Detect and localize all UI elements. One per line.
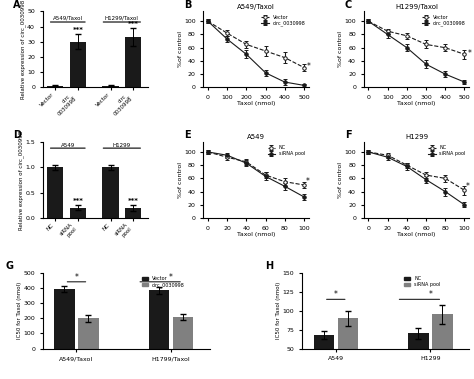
Legend: Vector, circ_0030998: Vector, circ_0030998 (421, 14, 467, 27)
Bar (314, 335, 334, 379)
Y-axis label: %of control: %of control (177, 162, 182, 198)
Text: F: F (345, 130, 351, 140)
X-axis label: Taxol (nmol): Taxol (nmol) (237, 232, 275, 237)
Text: H1299: H1299 (113, 143, 131, 147)
Legend: NC, siRNA pool: NC, siRNA pool (428, 144, 467, 157)
Bar (432, 315, 453, 379)
Text: H: H (265, 261, 273, 271)
Bar (173, 317, 193, 349)
Bar (70, 42, 86, 87)
Title: A549/Taxol: A549/Taxol (237, 3, 275, 9)
Bar (102, 168, 118, 218)
Y-axis label: %of control: %of control (338, 162, 343, 198)
Text: *: * (467, 49, 471, 58)
Bar (125, 208, 141, 218)
Bar (47, 168, 64, 218)
Text: A549/Taxol: A549/Taxol (53, 16, 83, 21)
Legend: NC, siRNA pool: NC, siRNA pool (403, 275, 441, 288)
Text: *: * (169, 273, 173, 282)
Text: ***: *** (73, 27, 83, 33)
Bar (337, 318, 358, 379)
Y-axis label: IC50 for Taxol (nmol): IC50 for Taxol (nmol) (276, 282, 281, 339)
Text: A549: A549 (61, 143, 75, 147)
Y-axis label: %of control: %of control (177, 31, 182, 67)
Text: *: * (305, 177, 309, 186)
Text: A: A (13, 0, 20, 9)
Text: ***: *** (128, 198, 138, 204)
Bar (102, 86, 118, 87)
Text: *: * (307, 62, 311, 71)
Bar (149, 290, 169, 349)
Bar (55, 290, 75, 349)
Text: C: C (345, 0, 352, 9)
X-axis label: Taxol (nmol): Taxol (nmol) (397, 101, 436, 106)
Y-axis label: IC50 for Taxol (nmol): IC50 for Taxol (nmol) (17, 282, 22, 339)
Text: ***: *** (73, 198, 83, 204)
Y-axis label: Relative expression of circ_0030998: Relative expression of circ_0030998 (18, 130, 24, 230)
Bar (70, 208, 86, 218)
Bar (78, 318, 99, 349)
Title: A549: A549 (247, 134, 265, 140)
Text: ***: *** (128, 21, 138, 27)
Legend: Vector, circ_0030998: Vector, circ_0030998 (141, 275, 185, 289)
Text: *: * (74, 273, 78, 282)
Text: B: B (184, 0, 191, 9)
Title: H1299: H1299 (405, 134, 428, 140)
Title: H1299/Taxol: H1299/Taxol (395, 3, 438, 9)
Bar (408, 334, 428, 379)
Legend: NC, siRNA pool: NC, siRNA pool (267, 144, 306, 157)
Text: *: * (466, 182, 470, 191)
Text: *: * (428, 290, 432, 299)
Text: *: * (334, 290, 338, 299)
Text: D: D (13, 130, 21, 140)
Y-axis label: %of control: %of control (338, 31, 343, 67)
Text: H1299/Taxol: H1299/Taxol (105, 16, 139, 21)
Bar (125, 37, 141, 87)
Bar (47, 86, 64, 87)
Text: E: E (184, 130, 191, 140)
Y-axis label: Relative expression of circ_0030998: Relative expression of circ_0030998 (20, 0, 26, 99)
Text: G: G (6, 261, 14, 271)
Legend: Vector, circ_0030998: Vector, circ_0030998 (260, 14, 306, 27)
X-axis label: Taxol (nmol): Taxol (nmol) (237, 101, 275, 106)
X-axis label: Taxol (nmol): Taxol (nmol) (397, 232, 436, 237)
